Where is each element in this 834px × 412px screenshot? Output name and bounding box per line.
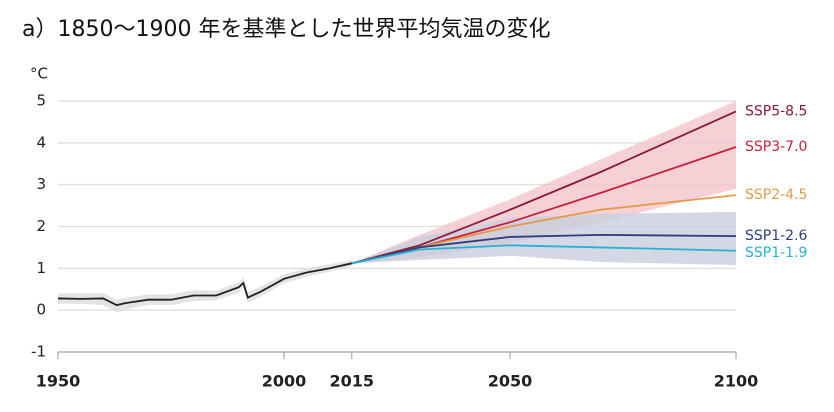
series-line xyxy=(351,110,737,265)
series-line xyxy=(351,233,737,265)
y-tick-label: 2 xyxy=(36,217,46,235)
chart-title: a）1850〜1900 年を基準とした世界平均気温の変化 xyxy=(22,17,550,42)
range-band xyxy=(58,259,352,313)
y-tick-label: -1 xyxy=(31,343,46,361)
x-tick-label: 2015 xyxy=(330,372,375,391)
series-label: SSP1-1.9 xyxy=(745,245,807,261)
series-label: SSP5-8.5 xyxy=(745,103,807,119)
y-tick-label: 0 xyxy=(36,301,46,319)
series-line xyxy=(351,244,737,265)
series-label: SSP2-4.5 xyxy=(745,187,807,203)
y-tick-label: 1 xyxy=(36,259,46,277)
x-tick-label: 1950 xyxy=(36,372,81,391)
y-unit: °C xyxy=(30,65,48,83)
x-tick-label: 2100 xyxy=(714,372,759,391)
series-line xyxy=(57,262,352,307)
x-tick-label: 2000 xyxy=(262,372,307,391)
y-tick-label: 5 xyxy=(36,92,46,110)
series-label: SSP1-2.6 xyxy=(745,228,808,244)
x-tick-label: 2050 xyxy=(488,372,533,391)
y-tick-label: 3 xyxy=(36,175,46,193)
series-label: SSP3-7.0 xyxy=(745,139,807,155)
y-tick-label: 4 xyxy=(36,133,46,151)
range-band xyxy=(351,211,736,265)
